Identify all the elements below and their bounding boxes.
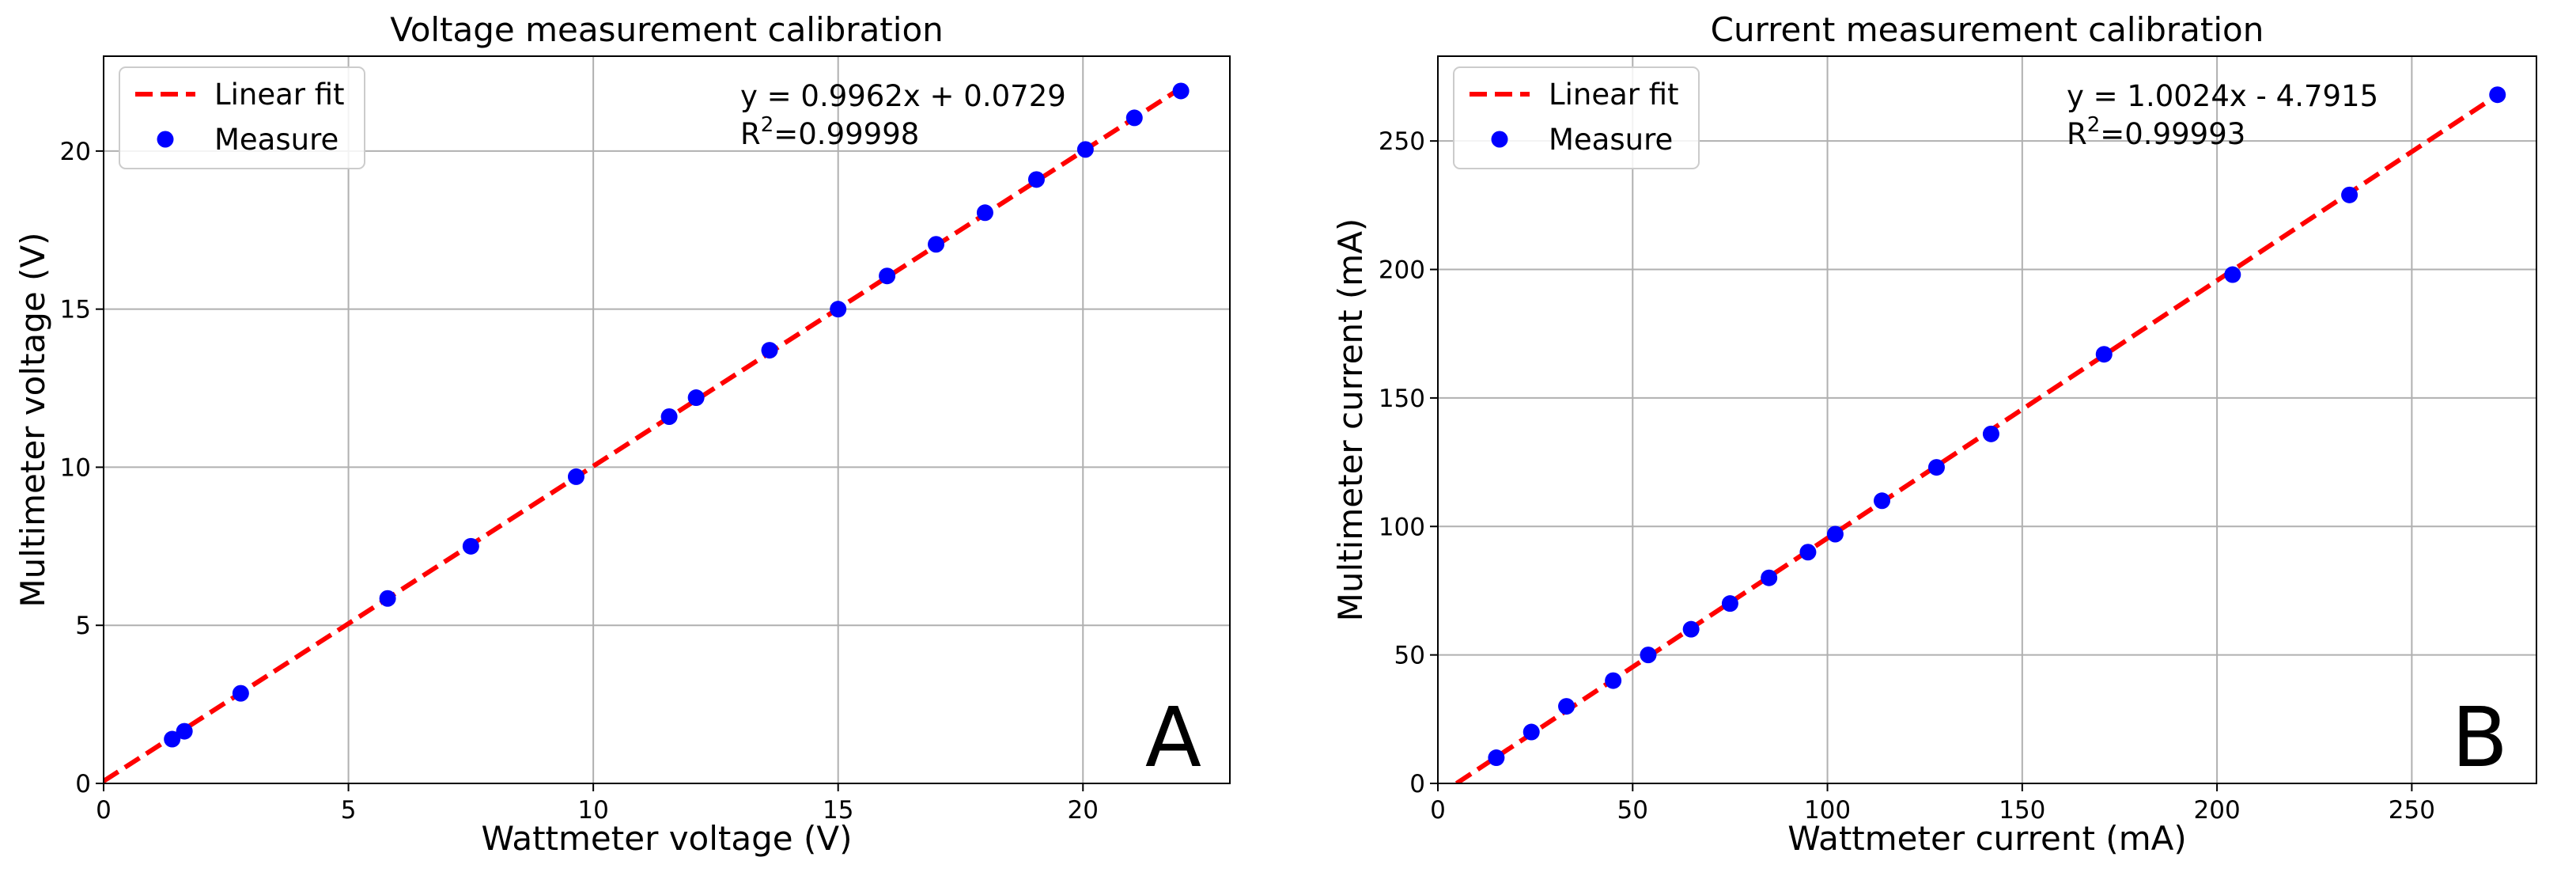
x-tick-label: 250 xyxy=(2389,796,2435,825)
legend-point-swatch xyxy=(1491,131,1508,148)
r-squared-value: =0.99993 xyxy=(2100,117,2245,151)
y-tick-label: 250 xyxy=(1379,127,1425,156)
data-point xyxy=(830,301,847,318)
data-point xyxy=(1761,569,1778,586)
r-squared: R2=0.99998 xyxy=(740,113,919,151)
plot-frame xyxy=(1437,55,2537,784)
data-point xyxy=(2489,86,2506,104)
data-point xyxy=(1874,492,1891,510)
r-squared-value: =0.99998 xyxy=(774,117,919,151)
r-squared-prefix: R xyxy=(740,117,761,151)
fit-equation: y = 0.9962x + 0.0729 xyxy=(740,79,1066,113)
data-point xyxy=(1125,109,1143,127)
data-point xyxy=(1982,425,1999,442)
x-tick-label: 0 xyxy=(1430,796,1446,825)
data-point xyxy=(1558,698,1575,715)
chart-title: Current measurement calibration xyxy=(1711,10,2264,49)
data-point xyxy=(976,204,993,222)
data-point xyxy=(1605,672,1622,689)
data-point xyxy=(1523,723,1540,741)
data-point xyxy=(2224,266,2241,283)
data-point xyxy=(2341,186,2358,203)
x-tick-label: 100 xyxy=(1804,796,1851,825)
y-axis-title: Multimeter current (mA) xyxy=(1331,218,1370,622)
x-axis-title: Wattmeter current (mA) xyxy=(1787,819,2186,858)
y-tick-label: 20 xyxy=(60,138,91,166)
linear-fit-line xyxy=(1454,93,2499,783)
r-squared-prefix: R xyxy=(2067,117,2087,151)
chart-panel-2: 0 50 100 150 200 250 0 50 100 150 200 250 Current me… xyxy=(1331,10,2537,858)
legend-label-fit: Linear fit xyxy=(1549,78,1679,112)
plot-frame xyxy=(103,55,1231,784)
legend: Linear fit Measure xyxy=(119,66,365,169)
x-tick-label: 20 xyxy=(1068,796,1099,825)
panel-label: A xyxy=(1145,689,1201,786)
x-tick-label: 10 xyxy=(577,796,608,825)
data-point xyxy=(176,722,193,740)
x-axis-title: Wattmeter voltage (V) xyxy=(482,819,853,858)
data-point xyxy=(1076,141,1094,158)
x-tick-label: 150 xyxy=(1999,796,2045,825)
linear-fit-line xyxy=(104,85,1182,783)
chart-panel-1: 0 5 10 15 20 0 5 10 15 20 Voltage measurement cali… xyxy=(13,10,1231,858)
chart-title: Voltage measurement calibration xyxy=(390,10,944,49)
data-point xyxy=(1172,82,1190,100)
x-tick-label: 200 xyxy=(2194,796,2241,825)
legend-label-measure: Measure xyxy=(1549,123,1673,157)
data-point xyxy=(660,408,678,426)
r-squared-exponent: 2 xyxy=(761,113,774,137)
x-tick-label: 0 xyxy=(96,796,112,825)
data-point xyxy=(761,342,778,359)
y-tick-label: 10 xyxy=(60,453,91,482)
legend: Linear fit Measure xyxy=(1453,66,1700,169)
x-tick-label: 50 xyxy=(1617,796,1648,825)
x-tick-label: 5 xyxy=(341,796,357,825)
data-point xyxy=(1640,647,1657,664)
data-point xyxy=(232,684,249,702)
data-point xyxy=(379,590,396,607)
legend-box xyxy=(119,66,365,169)
y-tick-label: 50 xyxy=(1394,642,1425,670)
y-tick-label: 200 xyxy=(1379,256,1425,285)
r-squared: R2=0.99993 xyxy=(2067,113,2245,151)
data-point xyxy=(928,236,945,253)
legend-point-swatch xyxy=(157,131,174,148)
x-tick-label: 15 xyxy=(823,796,853,825)
data-point xyxy=(2095,346,2113,363)
data-point xyxy=(1488,749,1505,767)
data-point xyxy=(687,389,705,407)
data-point xyxy=(567,468,584,485)
legend-label-measure: Measure xyxy=(214,123,339,157)
data-point xyxy=(1682,620,1700,638)
y-tick-label: 0 xyxy=(1409,770,1425,798)
panel-label: B xyxy=(2452,689,2508,786)
data-point xyxy=(462,537,479,555)
legend-box xyxy=(1453,66,1700,169)
y-tick-label: 15 xyxy=(60,296,91,324)
y-tick-label: 5 xyxy=(75,612,91,640)
data-point xyxy=(879,267,896,285)
data-point xyxy=(1027,171,1045,188)
r-squared-exponent: 2 xyxy=(2087,113,2101,137)
y-axis-title: Multimeter voltage (V) xyxy=(13,232,52,607)
data-point xyxy=(1826,525,1844,543)
legend-label-fit: Linear fit xyxy=(214,78,345,112)
data-point xyxy=(1799,544,1817,561)
y-tick-label: 150 xyxy=(1379,385,1425,413)
data-point xyxy=(1927,459,1945,476)
y-tick-label: 0 xyxy=(75,770,91,798)
data-point xyxy=(164,730,181,748)
data-point xyxy=(1721,595,1738,612)
y-tick-label: 100 xyxy=(1379,513,1425,541)
fit-equation: y = 1.0024x - 4.7915 xyxy=(2067,79,2378,113)
